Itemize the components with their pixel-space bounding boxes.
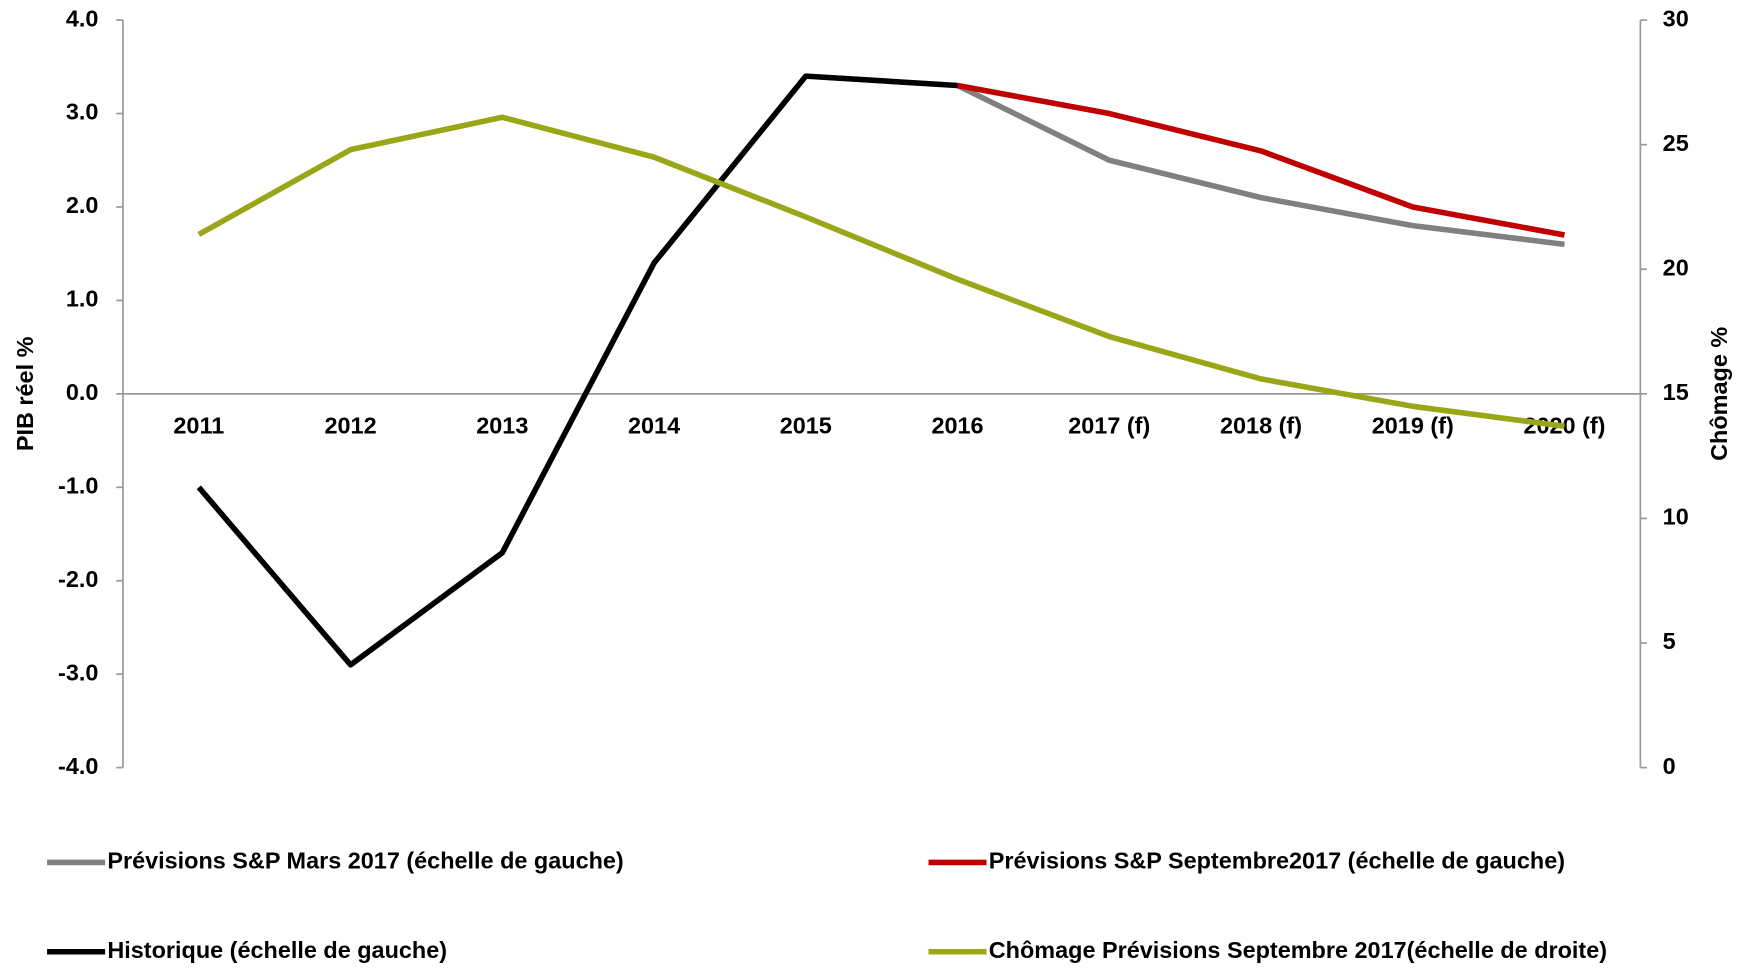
y-tick-label: -2.0 xyxy=(58,566,98,592)
y-tick-label: 3.0 xyxy=(66,99,99,125)
legend-label: Chômage Prévisions Septembre 2017(échell… xyxy=(989,937,1607,963)
y-tick-label: 1.0 xyxy=(66,286,99,312)
x-tick-label: 2015 xyxy=(780,413,832,439)
legend-label: Historique (échelle de gauche) xyxy=(107,937,447,963)
series-line xyxy=(196,73,958,668)
y-axis-title: PIB réel % xyxy=(12,336,38,451)
y2-tick-label: 15 xyxy=(1663,379,1689,405)
x-tick-label: 2011 xyxy=(173,413,224,439)
x-tick-label: 2012 xyxy=(325,413,377,439)
y-tick-label: 4.0 xyxy=(66,5,99,31)
series-line xyxy=(956,82,1565,248)
series-line xyxy=(197,114,1565,430)
y2-tick-label: 25 xyxy=(1663,130,1689,156)
y-tick-label: -4.0 xyxy=(58,753,98,779)
y-tick-label: -3.0 xyxy=(58,659,98,685)
x-tick-label: 2014 xyxy=(628,413,680,439)
y2-tick-label: 5 xyxy=(1663,628,1676,654)
y-tick-label: 0.0 xyxy=(66,379,99,405)
x-tick-label: 2018 (f) xyxy=(1220,413,1302,439)
series-line xyxy=(957,82,1565,238)
legend-label: Prévisions S&P Mars 2017 (échelle de gau… xyxy=(107,848,623,874)
y2-tick-label: 10 xyxy=(1663,504,1689,530)
legend-label: Prévisions S&P Septembre2017 (échelle de… xyxy=(989,848,1565,874)
y-tick-label: -1.0 xyxy=(58,472,98,498)
x-tick-label: 2016 xyxy=(931,413,983,439)
y-tick-label: 2.0 xyxy=(66,192,99,218)
y2-tick-label: 30 xyxy=(1663,5,1689,31)
x-tick-label: 2013 xyxy=(476,413,528,439)
x-tick-label: 2017 (f) xyxy=(1068,413,1150,439)
x-tick-label: 2019 (f) xyxy=(1372,413,1454,439)
y2-tick-label: 0 xyxy=(1663,753,1676,779)
y2-tick-label: 20 xyxy=(1663,254,1689,280)
y2-axis-title: Chômage % xyxy=(1706,327,1732,461)
